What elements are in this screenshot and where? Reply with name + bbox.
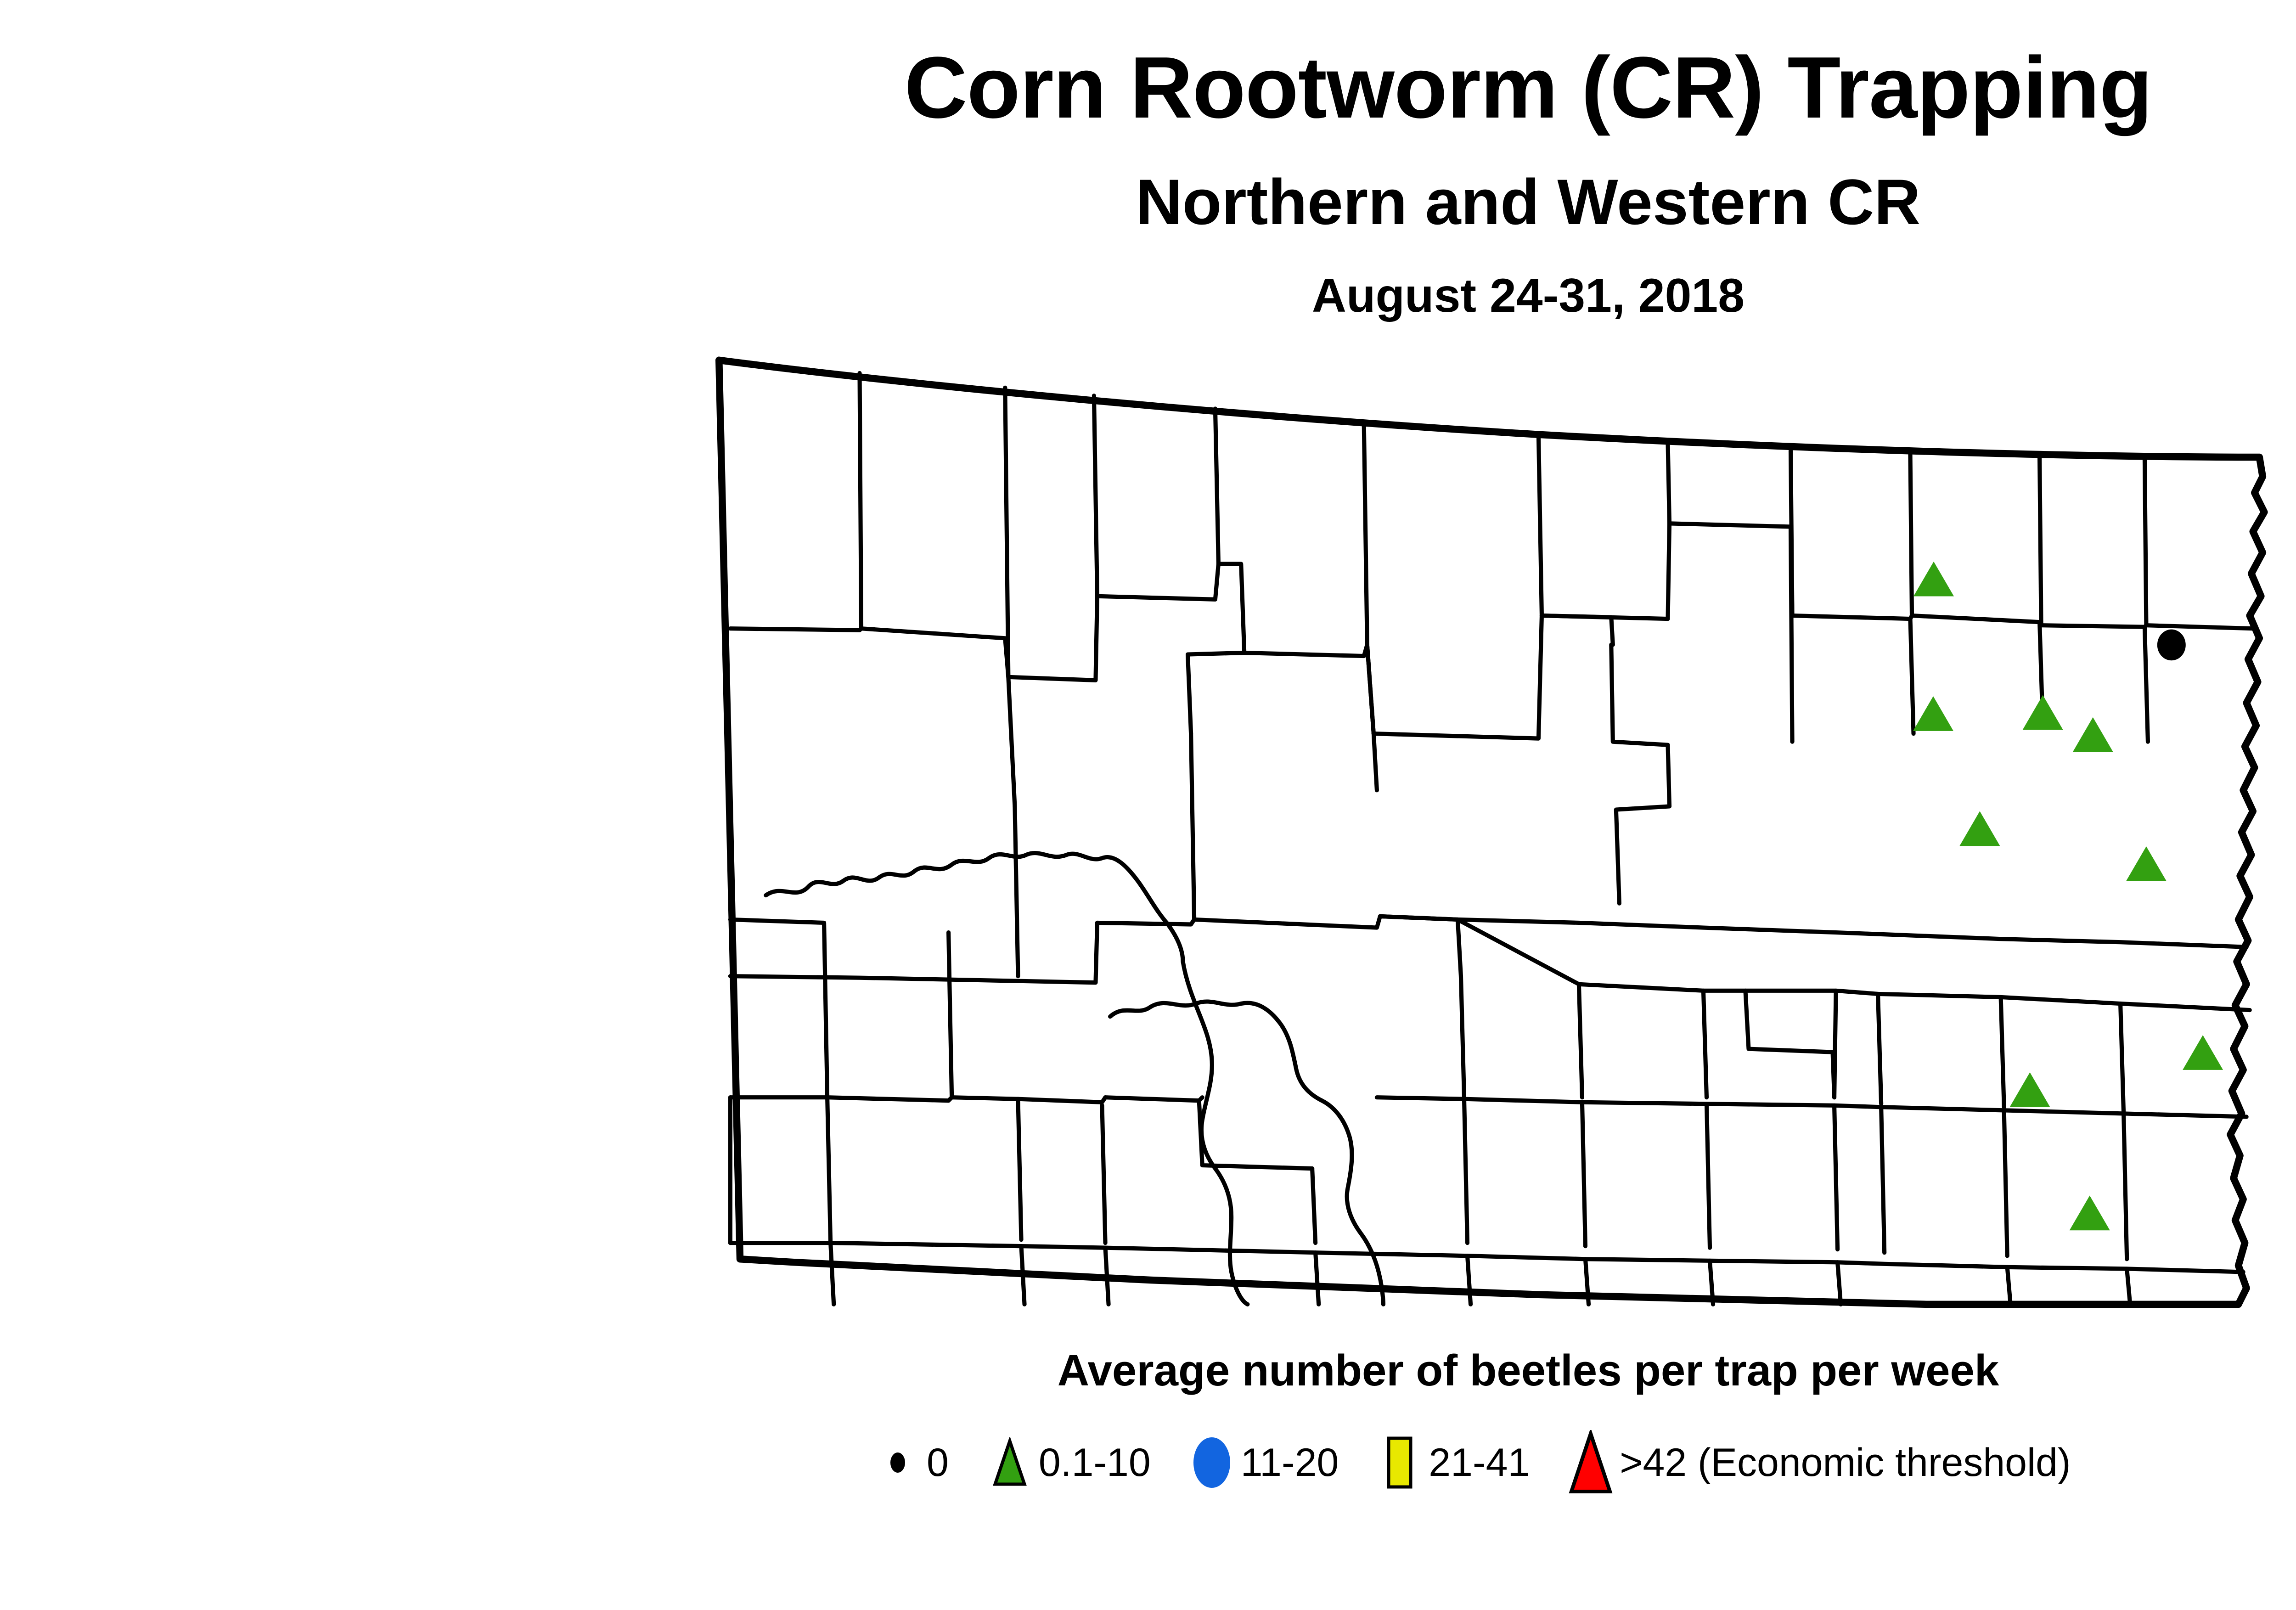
map-marker-triangle (2183, 1035, 2223, 1070)
square-marker-icon (1374, 1433, 1425, 1492)
legend-label-low: 0.1-10 (1038, 1440, 1151, 1485)
map-marker-triangle (1913, 561, 1954, 597)
map-marker-triangle (1913, 696, 1953, 731)
map-marker-circle (2157, 629, 2186, 661)
north-dakota-map (698, 338, 2296, 1316)
page-title: Corn Rootworm (CR) Trapping (904, 39, 2152, 136)
county-boundaries (728, 371, 2255, 1306)
triangle-marker-icon (1565, 1430, 1616, 1493)
state-outline-group (715, 356, 2268, 1308)
map-marker-triangle (2072, 717, 2113, 752)
map-svg (715, 356, 2268, 1308)
legend-label-zero: 0 (927, 1440, 949, 1485)
legend-item-threshold[interactable]: >42 (Economic threshold) (1565, 1430, 2071, 1493)
trap-markers (1913, 561, 2223, 1231)
legend-item-low[interactable]: 0.1-10 (985, 1433, 1187, 1492)
legend-item-zero[interactable]: 0 (872, 1433, 985, 1492)
map-marker-triangle (1959, 811, 2000, 846)
legend-item-high[interactable]: 21-41 (1374, 1433, 1565, 1492)
map-marker-triangle (2022, 695, 2063, 730)
legend-caption: Average number of beetles per trap per w… (1057, 1346, 1999, 1395)
legend: 0 0.1-10 11-20 21-41 (872, 1430, 2071, 1493)
circle-marker-icon (1187, 1433, 1237, 1492)
map-marker-triangle (2069, 1195, 2110, 1231)
legend-label-threshold: >42 (Economic threshold) (1620, 1440, 2071, 1485)
map-marker-triangle (2126, 846, 2167, 881)
legend-label-mid: 11-20 (1240, 1440, 1339, 1485)
triangle-marker-icon (985, 1433, 1035, 1492)
legend-item-mid[interactable]: 11-20 (1187, 1433, 1375, 1492)
north-dakota-outline (715, 356, 2268, 1308)
map-marker-triangle (2009, 1072, 2050, 1107)
circle-marker-icon (872, 1433, 923, 1492)
date-range-label: August 24-31, 2018 (1311, 269, 1745, 322)
page-subtitle: Northern and Western CR (1136, 166, 1921, 238)
legend-label-high: 21-41 (1429, 1440, 1530, 1485)
